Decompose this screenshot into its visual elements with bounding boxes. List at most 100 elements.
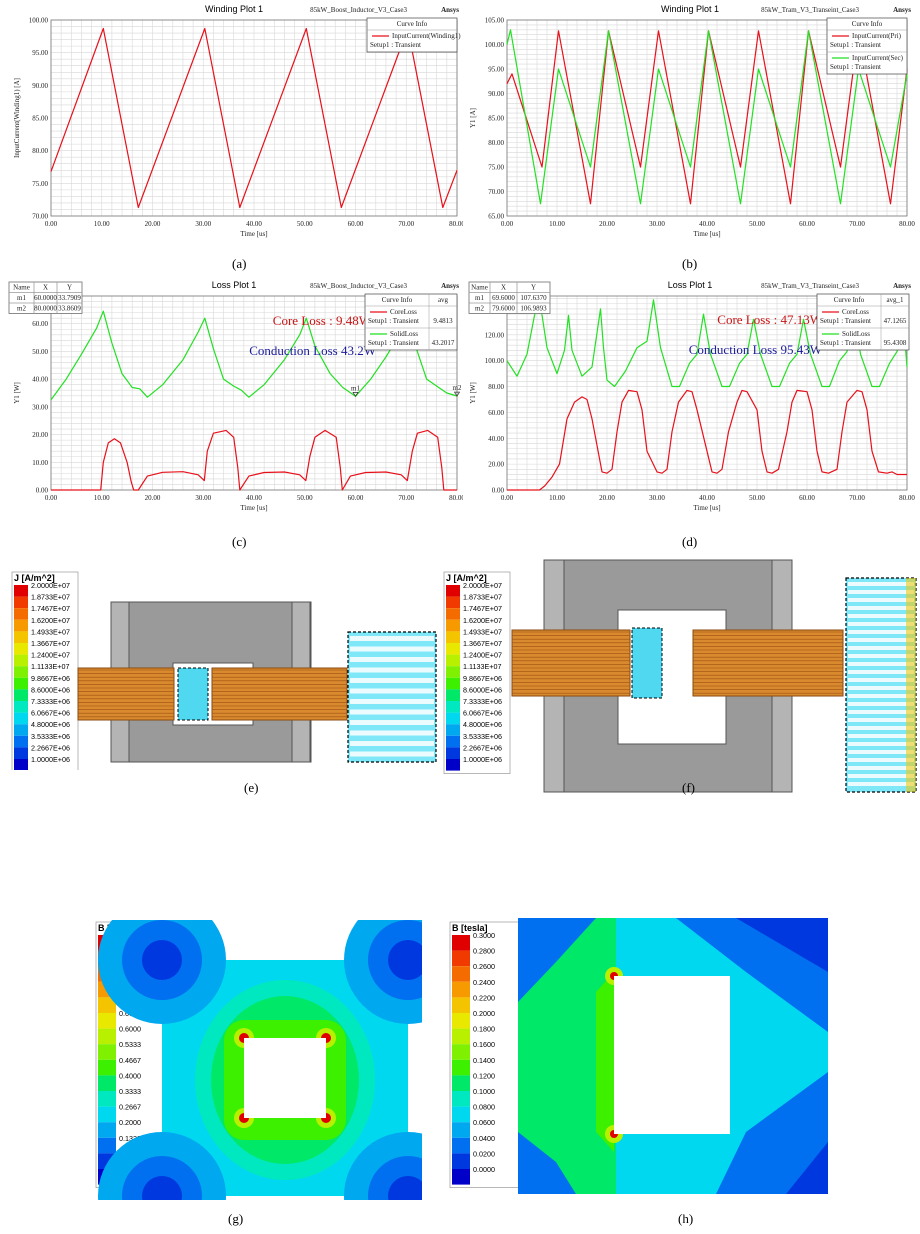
flux-map-h bbox=[518, 918, 828, 1194]
caption-e: (e) bbox=[244, 780, 259, 795]
zoom-region-box bbox=[177, 667, 209, 721]
y-tick-label: 100.00 bbox=[485, 41, 505, 49]
curve-info-title: Curve Info bbox=[397, 20, 428, 28]
legend-level-label: 0.1200 bbox=[473, 1071, 495, 1080]
legend-swatch bbox=[446, 747, 460, 759]
conductor-strip bbox=[350, 751, 434, 757]
panel-g: B [tesla]1.00000.93330.86670.80000.73330… bbox=[92, 920, 422, 1200]
conductor-strip bbox=[848, 766, 914, 770]
legend-series-name: InputCurrent(Pri) bbox=[852, 32, 902, 40]
conductor-strip bbox=[848, 582, 914, 586]
legend-level-label: 0.3333 bbox=[119, 1087, 141, 1096]
marker-table-header: Y bbox=[67, 284, 72, 292]
marker-triangle bbox=[352, 392, 359, 398]
flux-corner-region bbox=[388, 940, 422, 980]
legend-level-label: 0.1400 bbox=[473, 1056, 495, 1065]
flux-corner-region bbox=[142, 1176, 182, 1200]
y-tick-label: 60.00 bbox=[32, 320, 48, 328]
y-tick-label: 75.00 bbox=[488, 164, 504, 172]
conductor-strip bbox=[848, 598, 914, 602]
curve-info-stat-header: avg_1 bbox=[886, 296, 904, 304]
y-tick-label: 80.00 bbox=[488, 139, 504, 147]
flux-corner-region bbox=[142, 940, 182, 980]
legend-swatch bbox=[452, 1137, 470, 1154]
series-line-CoreLoss bbox=[507, 389, 907, 491]
legend-series-name: InputCurrent(Winding1) bbox=[392, 32, 461, 40]
flux-density-plot-boost: B [tesla]1.00000.93330.86670.80000.73330… bbox=[95, 920, 422, 1200]
legend-level-label: 0.3000 bbox=[473, 931, 495, 940]
panel-b: Winding Plot 1 85kW_Tram_V3_Transeint_Cas… bbox=[465, 2, 915, 240]
chart-title: Loss Plot 1 bbox=[212, 280, 257, 290]
y-tick-label: 85.00 bbox=[32, 115, 48, 123]
legend-level-label: 7.3333E+06 bbox=[31, 697, 70, 706]
legend-swatch bbox=[446, 689, 460, 701]
y-tick-label: 20.00 bbox=[488, 461, 504, 469]
legend-level-label: 2.0000E+07 bbox=[463, 581, 502, 590]
core-window bbox=[244, 1038, 326, 1118]
zoom-region-box bbox=[631, 627, 663, 699]
x-tick-label: 70.00 bbox=[849, 220, 865, 228]
x-tick-label: 80.00 bbox=[899, 220, 915, 228]
flux-region-left-leg bbox=[518, 918, 616, 1194]
marker-table-cell bbox=[56, 302, 83, 314]
x-tick-label: 30.00 bbox=[195, 220, 211, 228]
y-tick-label: 120.00 bbox=[485, 331, 505, 339]
y-tick-label: 30.00 bbox=[32, 403, 48, 411]
chart-loss-plot-boost: Loss Plot 1 85kW_Boost_Inductor_V3_Case3 A… bbox=[8, 280, 463, 512]
legend-swatch bbox=[14, 608, 28, 620]
legend-swatch bbox=[452, 1028, 470, 1045]
legend-level-label: 1.8733E+07 bbox=[31, 593, 70, 602]
curve-info-frame bbox=[364, 293, 458, 351]
chart-title: Loss Plot 1 bbox=[668, 280, 713, 290]
conductor-strip bbox=[848, 750, 914, 754]
legend-level-label: 0.5333 bbox=[119, 1040, 141, 1049]
legend-level-label: 1.6200E+07 bbox=[31, 616, 70, 625]
series-line-SolidLoss bbox=[506, 298, 908, 388]
x-tick-label: 80.00 bbox=[899, 494, 915, 502]
legend-level-label: 3.5333E+06 bbox=[463, 732, 502, 741]
winding-left bbox=[511, 629, 631, 697]
chart-title: Winding Plot 1 bbox=[661, 4, 719, 14]
y-axis-label: Y1 [W] bbox=[469, 382, 477, 404]
curve-info-title: Curve Info bbox=[382, 296, 413, 304]
core-assembly-f bbox=[511, 559, 844, 793]
x-tick-label: 20.00 bbox=[599, 494, 615, 502]
winding-right bbox=[692, 629, 844, 697]
marker-table-frame bbox=[468, 281, 551, 314]
y-tick-label: 40.00 bbox=[32, 376, 48, 384]
plot-frame bbox=[50, 295, 458, 491]
legend-level-label: 1.7467E+07 bbox=[463, 604, 502, 613]
legend-swatch bbox=[14, 712, 28, 725]
core-loss-annotation: Core Loss : 47.13W bbox=[717, 312, 822, 327]
conductor-strip bbox=[350, 636, 434, 641]
y-tick-label: 95.00 bbox=[32, 49, 48, 57]
y-tick-label: 100.00 bbox=[485, 357, 505, 365]
legend-level-label: 1.7467E+07 bbox=[31, 604, 70, 613]
legend-swatch bbox=[452, 1013, 470, 1029]
legend-swatch bbox=[452, 1122, 470, 1138]
winding-block-right bbox=[211, 667, 348, 721]
legend-level-label: 1.1133E+07 bbox=[463, 662, 501, 671]
legend-setup-name: Setup1 : Transient bbox=[368, 339, 419, 347]
legend-swatch bbox=[446, 654, 460, 667]
y-tick-label: 70.00 bbox=[488, 188, 504, 196]
legend-level-label: 0.0200 bbox=[473, 1149, 495, 1158]
x-tick-label: 70.00 bbox=[398, 220, 414, 228]
legend-level-label: 1.0000E+06 bbox=[31, 755, 70, 764]
legend-level-label: 0.2400 bbox=[473, 978, 495, 987]
conductor-strip bbox=[848, 686, 914, 690]
conductor-strip bbox=[848, 638, 914, 642]
legend-level-label: 0.6000 bbox=[119, 1025, 141, 1034]
legend-level-label: 3.5333E+06 bbox=[31, 732, 70, 741]
zoom-detail-f bbox=[845, 577, 917, 793]
zoom-detail-e bbox=[347, 631, 437, 763]
chart-winding-plot-boost: Winding Plot 1 85kW_Boost_Inductor_V3_Cas… bbox=[13, 4, 463, 238]
core-window bbox=[614, 976, 730, 1134]
legend-level-label: 2.0000E+07 bbox=[31, 581, 70, 590]
conductor-strip bbox=[848, 718, 914, 722]
legend-swatch bbox=[14, 643, 28, 655]
legend-setup-name: Setup1 : Transient bbox=[820, 317, 871, 325]
legend-series-name: CoreLoss bbox=[390, 308, 417, 316]
chart-title: Winding Plot 1 bbox=[205, 4, 263, 14]
